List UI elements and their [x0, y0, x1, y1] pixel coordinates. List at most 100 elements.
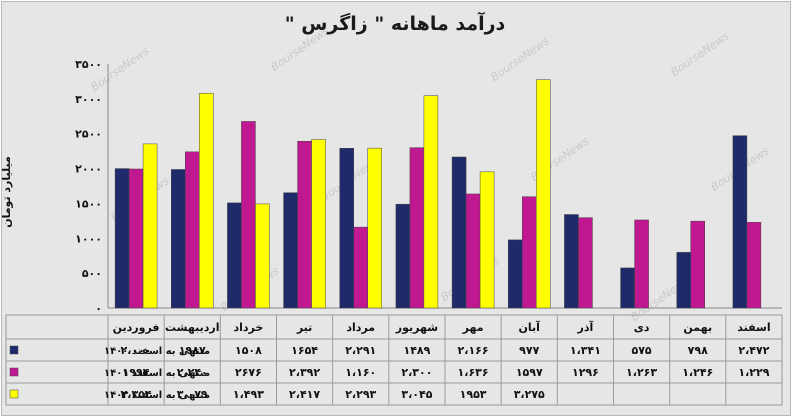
data-label: ۷۹۸ — [688, 344, 708, 357]
data-label: ۲،۳۵۴ — [121, 388, 152, 401]
bar — [114, 168, 130, 309]
y-tick-label: ۱۵۰۰ — [75, 197, 102, 210]
data-label: ۱۵۹۷ — [516, 366, 543, 379]
bar — [395, 203, 411, 309]
legend-label: منتهی به اسفند ۱۴۰۰ — [104, 346, 210, 357]
data-label: ۱۹۵۳ — [460, 388, 487, 401]
bar — [522, 196, 537, 309]
data-label: ۱،۶۳۶ — [458, 366, 489, 379]
bar — [128, 168, 144, 309]
bar — [409, 147, 425, 309]
data-label: ۱،۲۶۳ — [626, 366, 657, 379]
data-label: ۲۶۷۶ — [235, 366, 262, 379]
x-tick-label: خرداد — [233, 321, 263, 334]
x-tick-label: اردیبهشت — [165, 321, 219, 334]
bar — [620, 267, 635, 309]
bar — [353, 226, 368, 309]
x-tick-label: مرداد — [346, 321, 375, 334]
bar — [564, 214, 579, 309]
bar — [227, 202, 242, 309]
bar — [241, 121, 256, 309]
bar — [465, 193, 481, 309]
bar — [676, 252, 691, 309]
data-label: ۳،۰۷۹ — [177, 388, 208, 401]
y-tick-label: ۲۵۰۰ — [75, 128, 102, 141]
bar — [142, 143, 158, 309]
bar — [746, 222, 762, 309]
legend-swatch — [9, 389, 19, 399]
bar — [634, 219, 649, 309]
x-tick-label: اسفند — [737, 321, 770, 334]
legend-swatch — [9, 367, 19, 377]
data-label: ۱،۴۹۳ — [233, 388, 264, 401]
x-tick-label: مهر — [462, 321, 484, 334]
bar — [367, 147, 382, 309]
chart-title: درآمد ماهانه " زاگرس " — [285, 11, 506, 35]
data-label: ۲،۳۰۰ — [401, 366, 432, 379]
legend-label: منتهی به اسفند ۱۴۰۲ — [104, 390, 210, 401]
data-label: ۱،۳۴۱ — [570, 344, 601, 357]
data-label: ۱،۲۴۶ — [682, 366, 713, 379]
y-tick-label: ۰ — [95, 302, 102, 315]
y-tick-label: ۵۰۰ — [82, 267, 102, 280]
x-tick-label: فروردین — [113, 321, 160, 334]
bar — [732, 135, 748, 309]
data-label: ۱،۱۶۰ — [345, 366, 376, 379]
data-label: ۱۹۸۷ — [179, 344, 206, 357]
y-tick-label: ۱۰۰۰ — [75, 232, 102, 245]
bar — [199, 93, 214, 309]
y-tick-label: ۳۰۰۰ — [75, 93, 102, 106]
bar — [578, 217, 593, 309]
x-tick-label: بهمن — [683, 321, 712, 334]
data-label: ۱۶۵۴ — [291, 344, 318, 357]
data-label: ۲،۰۰۰ — [121, 344, 152, 357]
bar — [339, 148, 354, 309]
y-tick-label: ۳۵۰۰ — [75, 58, 102, 71]
data-label: ۱۵۰۸ — [235, 344, 262, 357]
data-label: ۲،۲۹۱ — [345, 344, 376, 357]
data-label: ۳،۲۷۵ — [514, 388, 545, 401]
data-label: ۲،۴۱۷ — [289, 388, 320, 401]
bars-layer — [114, 79, 762, 309]
y-axis-label: میلیارد تومان — [2, 156, 13, 228]
bar — [297, 140, 312, 309]
watermark-text: BourseNews — [668, 29, 731, 79]
bar — [171, 169, 186, 309]
data-label: ۲،۲۹۳ — [345, 388, 376, 401]
data-label: ۵۷۵ — [632, 344, 652, 357]
legend-swatch — [9, 345, 19, 355]
bar — [311, 139, 326, 309]
data-label: ۲،۴۷۲ — [738, 344, 769, 357]
x-tick-label: تیر — [296, 321, 312, 334]
y-axis-ticks: ۰ ۵۰۰ ۱۰۰۰ ۱۵۰۰ ۲۰۰۰ ۲۵۰۰ ۳۰۰۰ ۳۵۰۰ — [75, 58, 102, 315]
bar — [479, 171, 495, 309]
data-label: ۱۹۹۴ — [123, 366, 150, 379]
bar — [255, 203, 270, 309]
watermark-text: BourseNews — [488, 34, 551, 84]
x-tick-label: شهریور — [395, 321, 438, 334]
data-label: ۱۲۹۶ — [572, 366, 599, 379]
x-tick-label: دی — [634, 321, 650, 334]
bar — [690, 220, 705, 309]
data-label: ۲،۳۹۲ — [289, 366, 320, 379]
bar — [536, 79, 551, 309]
data-label: ۲،۲۴۰ — [177, 366, 208, 379]
x-tick-label: آذر — [577, 320, 594, 334]
data-label: ۱۴۸۹ — [403, 344, 430, 357]
data-label: ۱،۲۲۹ — [738, 366, 769, 379]
bar — [508, 239, 523, 309]
bar — [283, 192, 298, 309]
data-label: ۲،۱۶۶ — [458, 344, 489, 357]
y-tick-label: ۲۰۰۰ — [75, 163, 102, 176]
data-table: فروردین اردیبهشت خرداد تیر مرداد شهریور مهر آبا… — [5, 314, 783, 406]
data-label: ۹۷۷ — [519, 344, 539, 357]
bar — [451, 156, 467, 309]
legend-label: منتهی به اسفند ۱۴۰۱ — [104, 368, 210, 379]
bar — [185, 151, 200, 309]
x-tick-label: آبان — [519, 320, 541, 334]
plot-axes — [107, 64, 782, 309]
bar — [423, 95, 439, 309]
data-label: ۳،۰۴۵ — [401, 388, 432, 401]
